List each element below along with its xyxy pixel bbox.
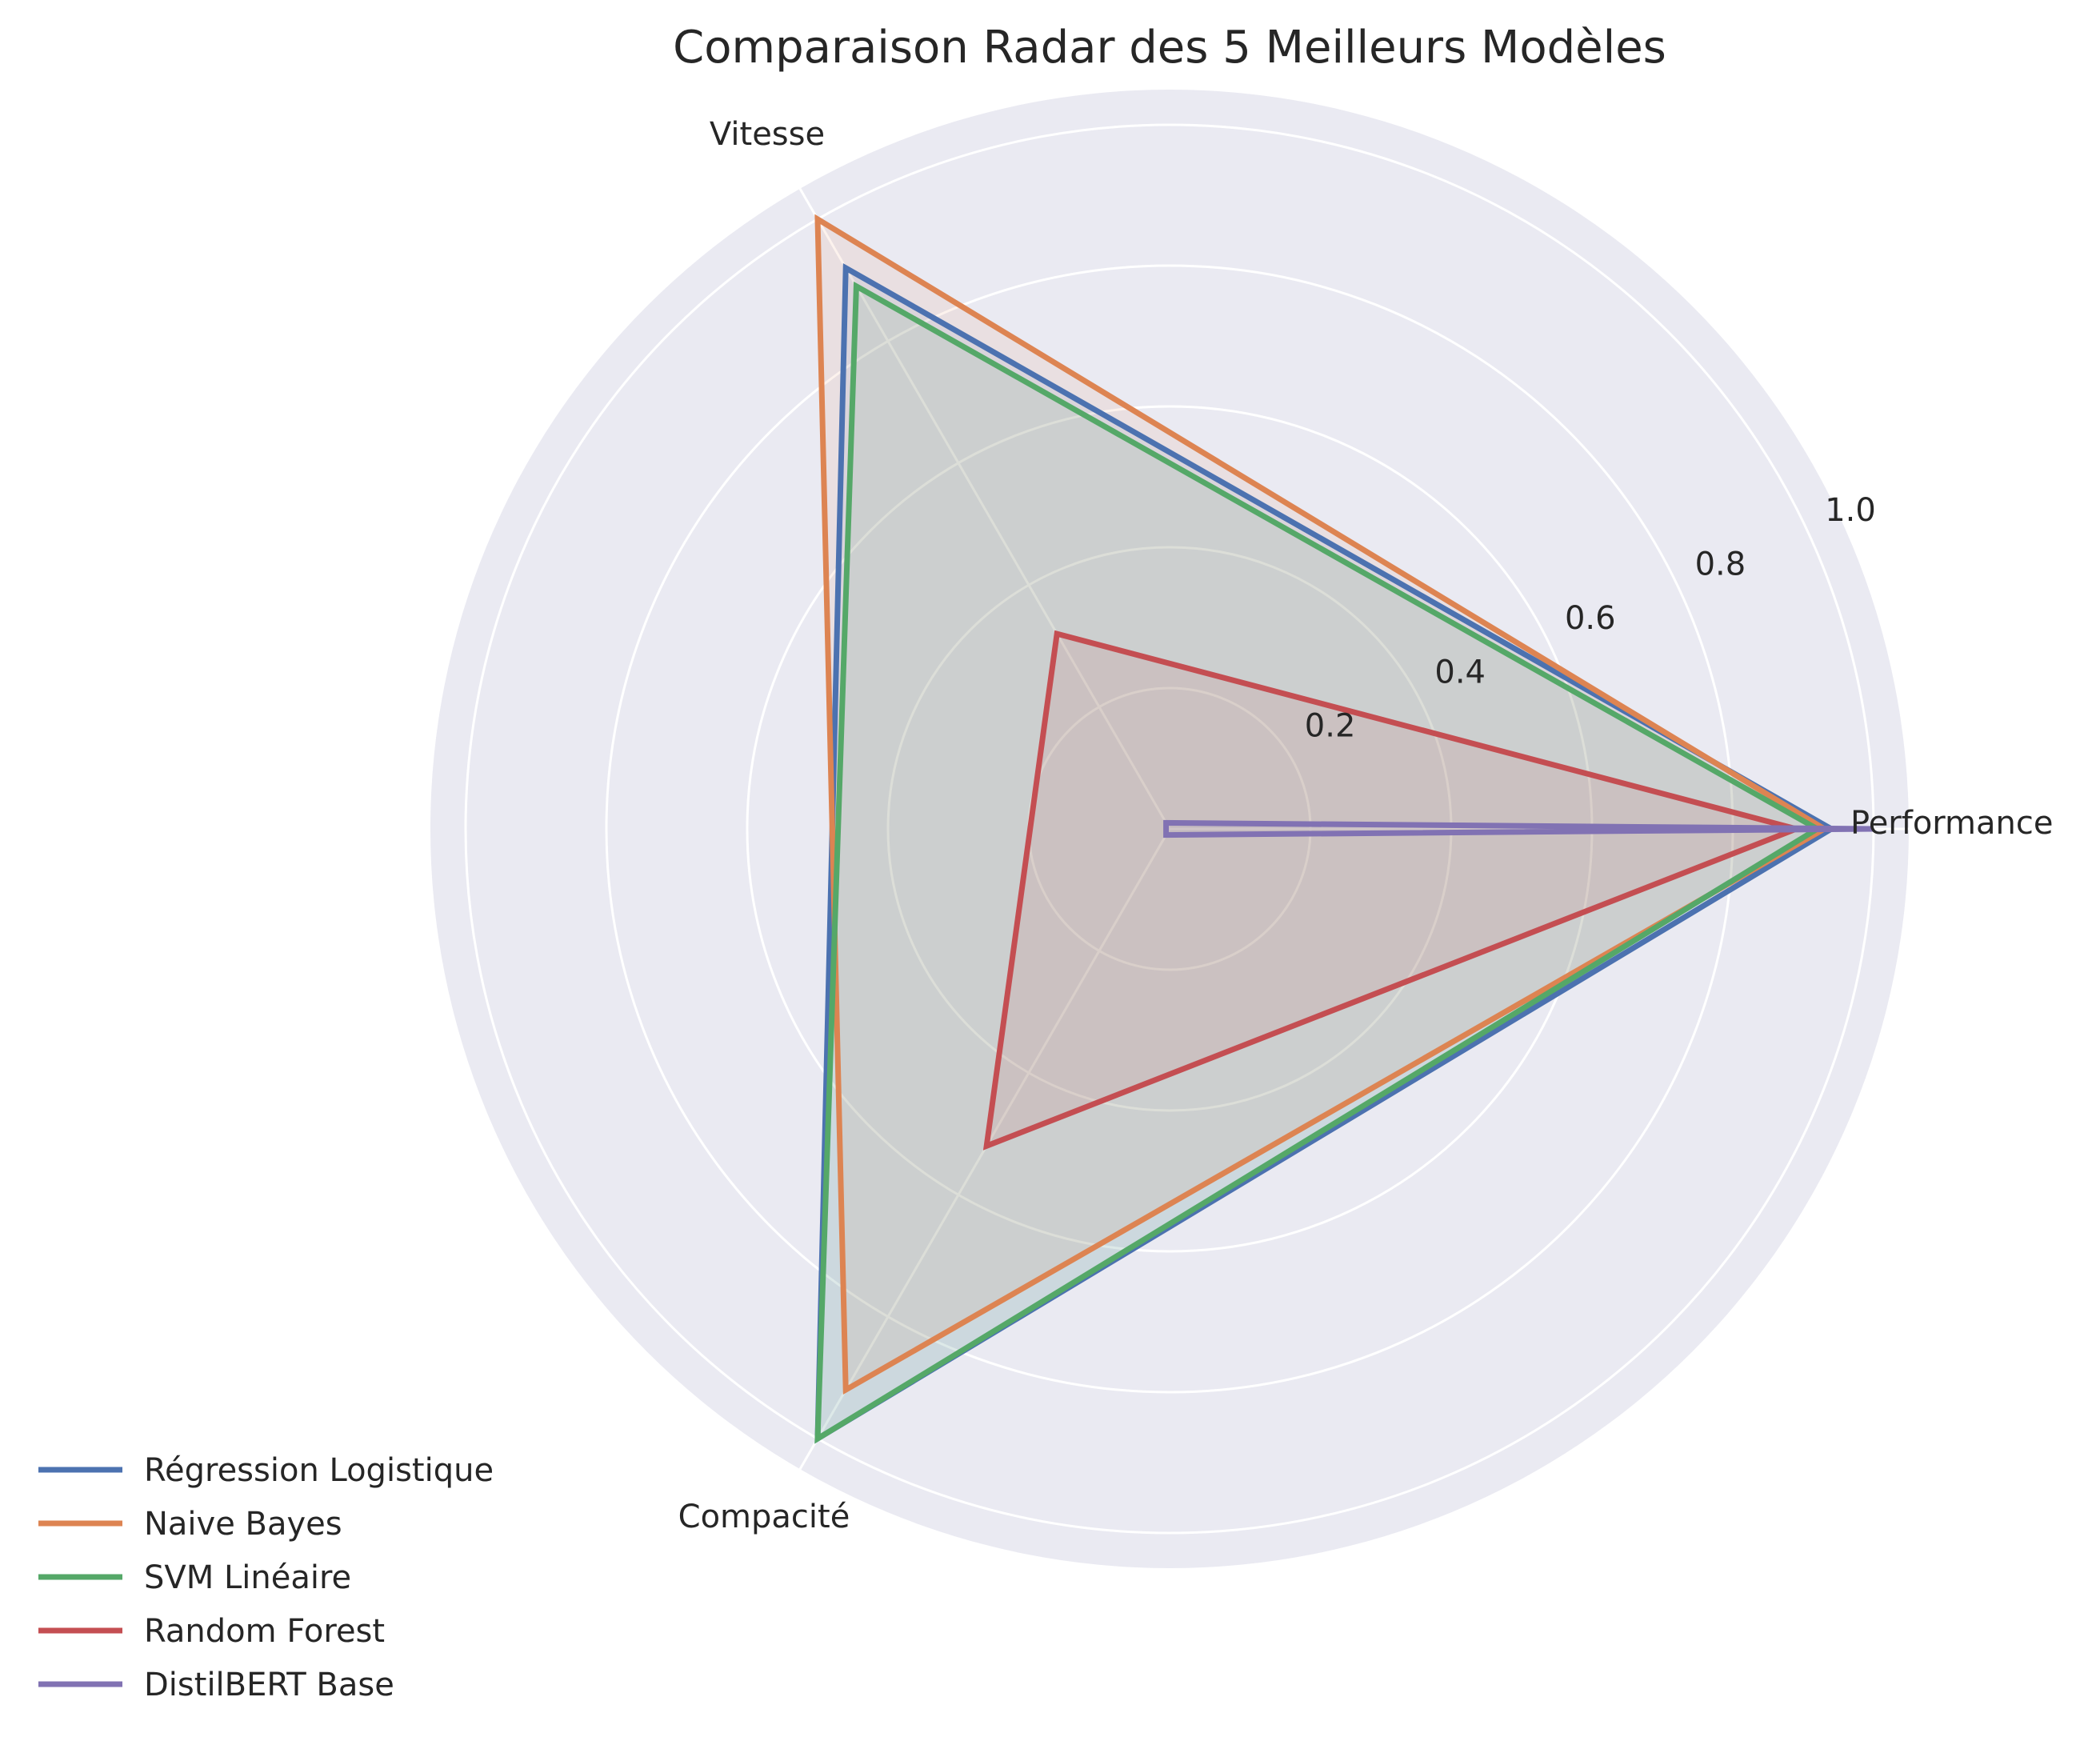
legend-label-2: SVM Linéaire <box>144 1559 351 1596</box>
r-tick-label: 0.2 <box>1305 708 1356 745</box>
series-line-3 <box>982 630 1806 1151</box>
axis-label-performance: Performance <box>1850 805 2053 842</box>
series-line-1 <box>814 214 1830 1395</box>
axis-label-compacité: Compacité <box>678 1499 850 1535</box>
legend-label-0: Régression Logistique <box>144 1452 494 1489</box>
series-fill-0 <box>818 267 1832 1439</box>
spoke-1 <box>798 188 1171 830</box>
legend-label-3: Random Forest <box>144 1613 385 1650</box>
series-fill-2 <box>818 286 1818 1439</box>
series-fill-1 <box>818 218 1825 1391</box>
r-tick-label: 0.8 <box>1695 546 1746 583</box>
series-fill-3 <box>986 634 1797 1147</box>
legend-label-1: Naive Bayes <box>144 1506 342 1543</box>
label-layer: 0.2 0.4 0.6 0.8 1.0 Performance Vitesse Compaci… <box>678 116 2054 1535</box>
axis-label-vitesse: Vitesse <box>710 116 825 153</box>
legend: Régression Logistique Naive Bayes SVM Liné… <box>38 1452 494 1703</box>
series-line-2 <box>814 281 1823 1444</box>
r-tick-label: 0.6 <box>1565 600 1616 637</box>
series-layer <box>814 214 1874 1444</box>
legend-label-4: DistilBERT Base <box>144 1667 394 1703</box>
r-tick-label: 1.0 <box>1825 492 1876 529</box>
chart-title: Comparaison Radar des 5 Meilleurs Modèle… <box>673 22 1666 74</box>
series-line-4 <box>1163 819 1874 838</box>
r-tick-label: 0.4 <box>1434 654 1486 690</box>
